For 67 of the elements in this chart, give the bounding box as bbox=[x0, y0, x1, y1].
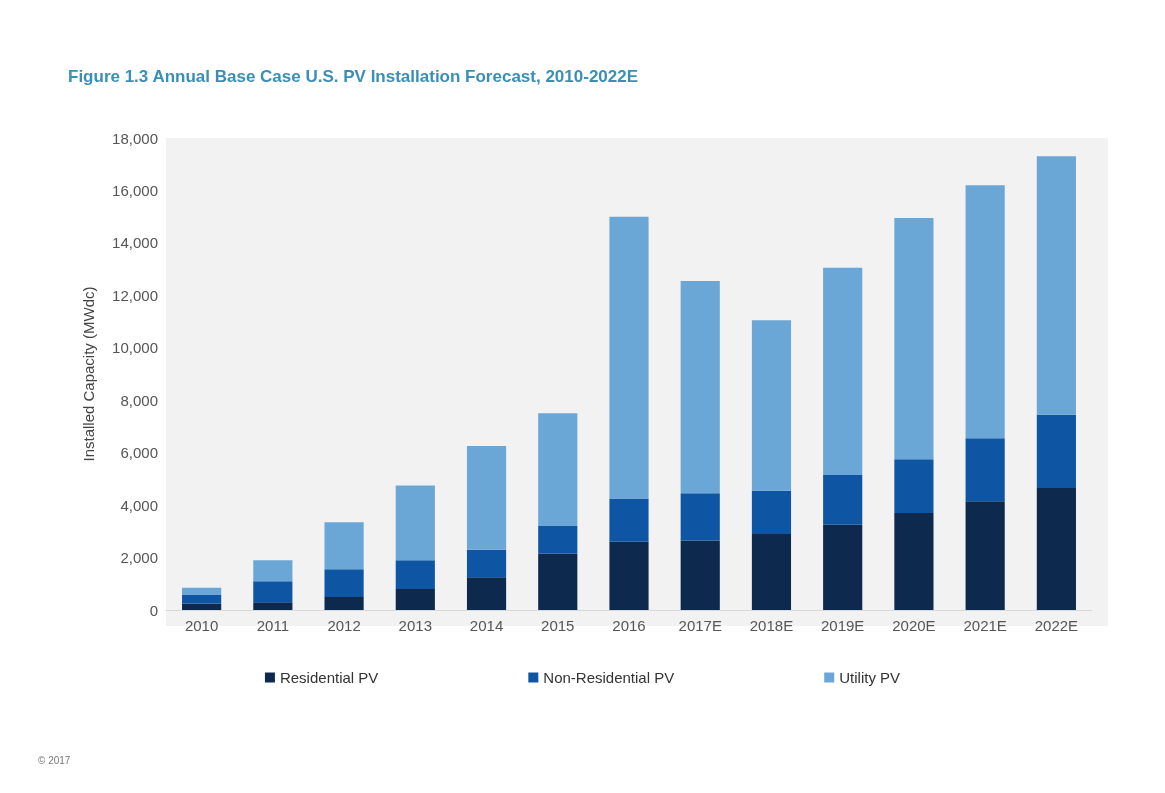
bar bbox=[466, 446, 507, 550]
bar bbox=[965, 438, 1005, 502]
y-tick-label: 6,000 bbox=[120, 444, 158, 462]
bar bbox=[823, 524, 863, 610]
bar bbox=[182, 603, 222, 610]
y-tick-label: 12,000 bbox=[112, 286, 158, 304]
bar bbox=[823, 267, 863, 475]
legend-label: Residential PV bbox=[279, 669, 379, 686]
y-tick-label: 16,000 bbox=[112, 181, 158, 199]
x-tick-label: 2019E bbox=[821, 617, 865, 634]
bar bbox=[680, 540, 720, 610]
bar bbox=[751, 320, 792, 491]
x-tick-label: 2022E bbox=[1034, 617, 1079, 634]
bar bbox=[965, 501, 1005, 610]
bar bbox=[395, 589, 435, 610]
legend-label: Non-Residential PV bbox=[543, 669, 675, 686]
bar bbox=[751, 490, 792, 534]
y-tick-label: 18,000 bbox=[112, 129, 158, 147]
y-tick-label: 10,000 bbox=[112, 339, 158, 357]
text: © 2017 bbox=[38, 754, 71, 766]
bar bbox=[182, 587, 222, 595]
x-tick-label: 2016 bbox=[612, 617, 646, 634]
y-tick-label: 2,000 bbox=[120, 549, 158, 567]
bar bbox=[609, 216, 649, 499]
x-tick-label: 2021E bbox=[963, 617, 1007, 634]
bar bbox=[538, 413, 578, 527]
bar bbox=[538, 526, 578, 554]
bar bbox=[253, 602, 293, 610]
bar bbox=[680, 493, 720, 541]
y-tick-label: 14,000 bbox=[112, 234, 158, 252]
bar bbox=[253, 581, 293, 603]
bar bbox=[751, 533, 792, 610]
bar bbox=[894, 512, 934, 610]
y-tick-label: 8,000 bbox=[120, 391, 158, 409]
bar bbox=[466, 577, 507, 610]
y-axis-title: Installed Capacity (MWdc) bbox=[80, 286, 97, 462]
x-tick-label: 2020E bbox=[892, 617, 936, 634]
x-tick-label: 2015 bbox=[541, 617, 575, 634]
bar bbox=[965, 185, 1005, 439]
bar bbox=[466, 549, 507, 578]
bar bbox=[894, 459, 934, 513]
y-tick-label: 4,000 bbox=[120, 496, 158, 514]
x-tick-label: 2014 bbox=[469, 617, 504, 634]
bar bbox=[680, 280, 720, 494]
bar bbox=[324, 569, 364, 597]
bar bbox=[538, 553, 578, 610]
bar bbox=[823, 474, 863, 525]
bar bbox=[894, 217, 934, 460]
x-tick-label: 2018E bbox=[749, 617, 794, 634]
chart-title: Figure 1.3 Annual Base Case U.S. PV Installation Forecast, 2010-2022E bbox=[68, 67, 639, 86]
bar bbox=[609, 541, 649, 610]
x-tick-label: 2013 bbox=[398, 617, 432, 634]
legend-label: Utility PV bbox=[839, 669, 901, 686]
bar bbox=[395, 485, 435, 561]
x-tick-label: 2011 bbox=[256, 617, 289, 634]
bar bbox=[395, 560, 435, 590]
bar bbox=[324, 596, 364, 610]
y-tick-label: 0 bbox=[149, 601, 158, 619]
bar bbox=[324, 522, 364, 570]
x-tick-label: 2010 bbox=[184, 617, 219, 634]
x-tick-label: 2017E bbox=[678, 617, 722, 634]
bar bbox=[1036, 488, 1076, 610]
bar bbox=[1036, 414, 1076, 489]
x-tick-label: 2012 bbox=[327, 617, 361, 634]
bar bbox=[1036, 156, 1076, 415]
bar bbox=[609, 498, 649, 542]
bar bbox=[253, 560, 293, 582]
